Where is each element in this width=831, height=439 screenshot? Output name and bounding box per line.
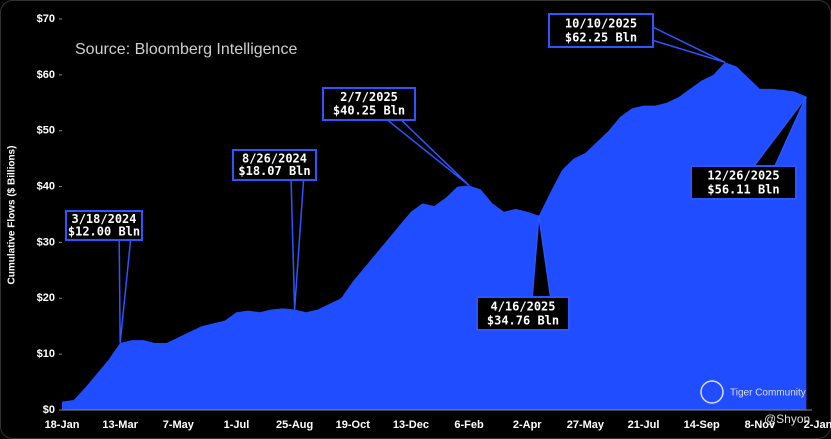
annotation-date: 8/26/2024 xyxy=(242,152,307,166)
x-tick-label: 13-Dec xyxy=(393,419,429,431)
y-tick-label: $60 xyxy=(37,69,55,81)
y-tick-label: $10 xyxy=(37,348,55,360)
annotation-value: $34.76 Bln xyxy=(487,313,559,327)
x-tick-label: 1-Jul xyxy=(224,419,250,431)
y-axis-label: Cumulative Flows ($ Billions) xyxy=(7,146,18,285)
annotation-date: 12/26/2025 xyxy=(707,168,779,182)
x-tick-label: 6-Feb xyxy=(454,419,484,431)
x-tick-label: 27-May xyxy=(567,419,605,431)
annotation-box xyxy=(548,13,654,48)
annotation-box xyxy=(322,87,416,121)
watermark-user: @Shyon xyxy=(764,412,810,426)
y-tick-label: $0 xyxy=(43,404,55,416)
annotation-value: $12.00 Bln xyxy=(68,224,140,238)
x-tick-label: 2-Jan xyxy=(804,419,831,431)
annotation-box xyxy=(476,296,570,331)
annotation-date: 10/10/2025 xyxy=(565,16,637,30)
annotation-box xyxy=(232,149,317,181)
y-tick-label: $40 xyxy=(37,180,55,192)
x-tick-label: 2-Apr xyxy=(513,419,542,431)
x-tick-label: 7-May xyxy=(163,419,195,431)
annotation-value: $62.25 Bln xyxy=(565,30,637,44)
x-tick-label: 13-Mar xyxy=(102,419,138,431)
annotation-value: $40.25 Bln xyxy=(333,104,405,118)
x-tick-label: 19-Oct xyxy=(336,419,371,431)
annotation-box xyxy=(65,210,143,241)
x-tick-label: 14-Sep xyxy=(684,419,720,431)
y-tick-label: $50 xyxy=(37,125,55,137)
x-tick-label: 21-Jul xyxy=(628,419,660,431)
annotations: 3/18/2024$12.00 Bln 8/26/2024$18.07 Bln 2/… xyxy=(65,13,808,344)
annotation-date: 3/18/2024 xyxy=(71,212,136,226)
x-tick-label: 18-Jan xyxy=(45,419,80,431)
y-tick-label: $20 xyxy=(37,292,55,304)
annotation-value: $56.11 Bln xyxy=(707,182,779,196)
x-tick-label: 8-Nov xyxy=(745,419,776,431)
watermark-icon xyxy=(700,380,724,404)
annotation-value: $18.07 Bln xyxy=(238,164,310,178)
annotation-box xyxy=(690,165,797,200)
plot: $0 $10 $20 $30 $40 $50 $60 $70 18-Jan 13-Mar 7-May… xyxy=(37,13,831,431)
y-tick-label: $70 xyxy=(37,13,55,25)
x-tick-label: 25-Aug xyxy=(276,419,313,431)
y-tick-label: $30 xyxy=(37,236,55,248)
chart-subtitle: Source: Bloomberg Intelligence xyxy=(75,41,297,58)
annotation-date: 2/7/2025 xyxy=(340,90,398,104)
watermark-brand: Tiger Community xyxy=(730,388,806,399)
annotation-date: 4/16/2025 xyxy=(490,299,555,313)
area xyxy=(62,62,807,411)
